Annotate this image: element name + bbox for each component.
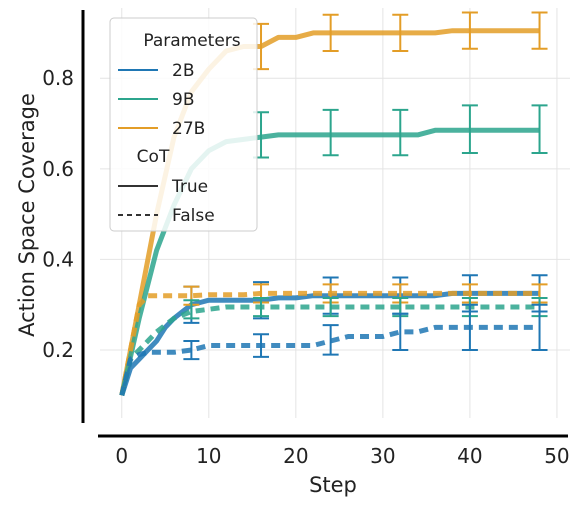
x-tick-label: 0 (115, 444, 128, 468)
y-tick-label: 0.8 (42, 66, 74, 90)
x-axis-label: Step (309, 473, 357, 497)
legend-label: True (171, 177, 208, 197)
y-tick-label: 0.4 (42, 247, 74, 271)
y-tick-label: 0.6 (42, 157, 74, 181)
legend-label: False (172, 206, 215, 226)
y-axis-label: Action Space Coverage (15, 93, 39, 337)
series-2b-false (119, 303, 548, 396)
series-2b-false-line (119, 324, 540, 396)
legend-label: 27B (172, 119, 205, 139)
series-27b-false-line (119, 290, 540, 396)
x-tick-label: 40 (457, 444, 482, 468)
legend-title-parameters: Parameters (143, 31, 240, 51)
x-tick-label: 20 (283, 444, 308, 468)
legend-label: 9B (172, 90, 194, 110)
legend-title-cot: CoT (137, 147, 170, 167)
legend-label: 2B (172, 61, 194, 81)
axes: 0 10 20 30 40 50 0.2 0.4 0.6 0.8 (42, 10, 570, 468)
y-tick-label: 0.2 (42, 338, 74, 362)
series-9b-false-line (119, 304, 540, 396)
x-tick-label: 10 (196, 444, 221, 468)
series-9b-false (119, 296, 548, 396)
legend-box (109, 17, 258, 232)
x-tick-label: 30 (370, 444, 395, 468)
x-tick-label: 50 (544, 444, 569, 468)
